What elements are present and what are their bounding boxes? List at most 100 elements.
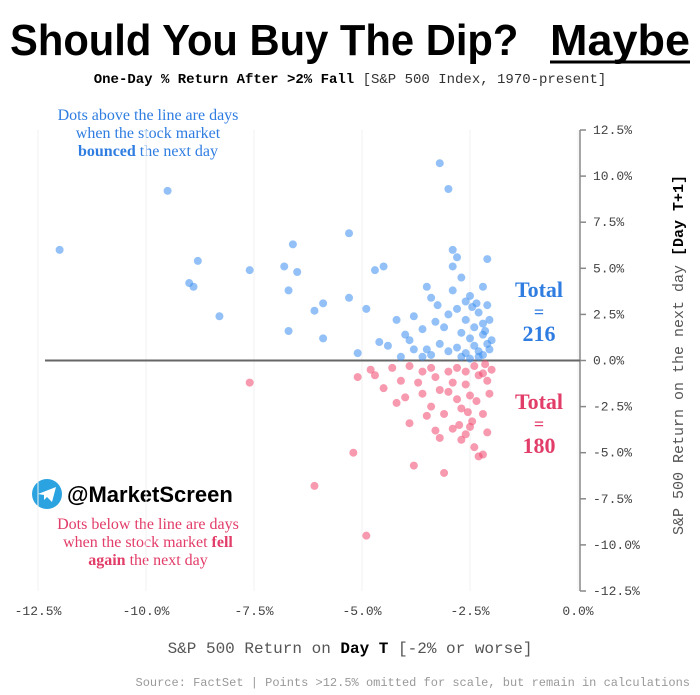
- dot: [422, 282, 431, 291]
- dot: [433, 301, 442, 310]
- dot: [487, 365, 496, 374]
- dot: [310, 481, 319, 490]
- dot: [466, 334, 474, 343]
- dot: [468, 417, 477, 426]
- subtitle-main: One-Day % Return After >2% Fall: [94, 72, 354, 88]
- dot: [431, 426, 440, 435]
- dot: [472, 397, 481, 406]
- y-axis-label: S&P 500 Return on the next day [Day T+1]: [671, 175, 688, 535]
- dot: [444, 310, 453, 319]
- dot: [483, 301, 492, 310]
- dot: [418, 367, 427, 376]
- dot: [461, 380, 470, 389]
- dot: [353, 373, 362, 382]
- dot: [466, 354, 474, 363]
- note-bottom: Dots below the line are days when the st…: [57, 516, 239, 569]
- note-line: bounced the next day: [78, 143, 218, 160]
- dot: [345, 229, 354, 238]
- dot: [245, 266, 254, 275]
- note-bold: again: [88, 552, 125, 569]
- dot: [466, 391, 474, 400]
- y-tick-label: 0.0%: [593, 354, 624, 369]
- dot: [55, 245, 64, 254]
- total-value: 216: [523, 321, 556, 346]
- y-tick-label: 10.0%: [593, 169, 632, 184]
- dot: [435, 386, 444, 395]
- total-label: Total: [515, 277, 563, 302]
- chart-title: Should You Buy The Dip?: [10, 16, 530, 65]
- y-tick-label: -10.0%: [593, 538, 640, 553]
- y-tick-label: 5.0%: [593, 261, 624, 276]
- dot: [448, 378, 457, 387]
- watermark-text: @MarketScreen: [67, 482, 233, 507]
- dot: [444, 367, 453, 376]
- dot: [288, 240, 297, 249]
- x-tick-label: 0.0%: [562, 604, 593, 619]
- y-tick-label: -2.5%: [593, 400, 632, 415]
- y-tick-label: 12.5%: [593, 123, 632, 138]
- dot: [470, 443, 479, 452]
- dot: [345, 293, 354, 302]
- dot: [457, 328, 466, 337]
- dot: [388, 363, 397, 372]
- dot: [440, 468, 449, 477]
- dot: [396, 376, 405, 385]
- dot: [427, 402, 436, 411]
- dot: [401, 393, 410, 402]
- dot: [366, 365, 375, 374]
- dot: [370, 371, 379, 380]
- dot: [468, 303, 477, 312]
- x-tick-label: -10.0%: [123, 604, 170, 619]
- dot: [444, 347, 453, 356]
- note-top: Dots above the line are days when the st…: [58, 107, 239, 160]
- dot: [163, 186, 172, 195]
- dot: [478, 282, 487, 291]
- dot: [448, 245, 457, 254]
- dot: [370, 266, 379, 275]
- dot: [427, 350, 436, 359]
- dot: [409, 461, 418, 470]
- dot: [431, 373, 440, 382]
- dot: [487, 336, 496, 345]
- dot: [427, 363, 436, 372]
- dot: [401, 330, 410, 339]
- dot: [448, 286, 457, 295]
- dot: [455, 421, 464, 430]
- dot: [485, 315, 494, 324]
- x-label-note: [-2% or worse]: [388, 640, 532, 658]
- note-bold: bounced: [78, 143, 136, 160]
- total-eq: =: [534, 414, 544, 434]
- dot: [440, 323, 449, 332]
- y-label-text: S&P 500 Return on the next day: [671, 256, 688, 535]
- dot: [457, 352, 466, 361]
- dot: [375, 338, 384, 347]
- dot: [470, 341, 479, 350]
- dot: [280, 262, 289, 271]
- y-label-bold: [Day T+1]: [671, 175, 688, 256]
- dot: [379, 384, 388, 393]
- dot: [245, 378, 254, 387]
- dot: [466, 291, 474, 300]
- dot: [483, 428, 492, 437]
- dot: [478, 369, 487, 378]
- dot: [461, 297, 470, 306]
- dot: [319, 299, 328, 308]
- note-end: the next day: [136, 143, 218, 160]
- dot: [474, 308, 483, 317]
- dot: [440, 409, 449, 418]
- chart-title-emphasis: Maybe: [550, 16, 690, 65]
- dot: [474, 352, 483, 361]
- dot: [435, 159, 444, 168]
- dot: [435, 339, 444, 348]
- dot: [448, 424, 457, 433]
- dot: [409, 312, 418, 321]
- dot: [379, 262, 388, 271]
- dot: [418, 389, 427, 398]
- dot: [461, 315, 470, 324]
- y-tick-label: 7.5%: [593, 215, 624, 230]
- dot: [409, 345, 418, 354]
- dot: [215, 312, 224, 321]
- note-line: Dots below the line are days: [57, 516, 239, 533]
- y-tick-label: -5.0%: [593, 446, 632, 461]
